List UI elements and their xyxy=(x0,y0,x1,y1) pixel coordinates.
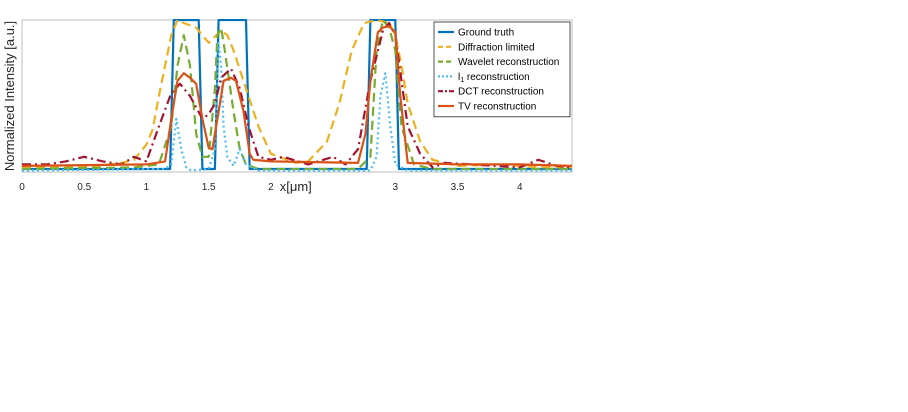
legend-entry-4: DCT reconstruction xyxy=(458,87,544,98)
x-axis-label: x[μm] xyxy=(280,179,312,194)
x-tick-label-3: 1.5 xyxy=(202,182,216,193)
plot-frame xyxy=(21,19,573,173)
x-axis-ticks: 0 0.5 1 1.5 2 3 3.5 4 xyxy=(19,182,523,193)
series-line-5 xyxy=(22,25,572,167)
legend-box xyxy=(433,21,571,118)
legend: Ground truth Diffraction limited Wavelet r… xyxy=(433,21,571,118)
legend-entry-5: TV reconstruction xyxy=(458,102,536,113)
x-tick-label-5: 3 xyxy=(393,182,399,193)
legend-entry-0: Ground truth xyxy=(458,28,514,39)
legend-entry-3: l1 reconstruction xyxy=(458,72,530,84)
plot-area xyxy=(21,19,573,173)
series-line-3 xyxy=(22,41,572,172)
series-line-2 xyxy=(22,19,572,171)
series-line-1 xyxy=(22,19,572,169)
x-tick-label-1: 0.5 xyxy=(77,182,91,193)
series-line-0 xyxy=(22,19,572,171)
x-tick-label-7: 4 xyxy=(517,182,523,193)
x-tick-label-6: 3.5 xyxy=(451,182,465,193)
legend-entry-2: Wavelet reconstruction xyxy=(458,57,559,68)
y-axis-label: Normalized Intensity [a.u.] xyxy=(2,21,17,171)
series-line-4 xyxy=(22,21,572,169)
legend-entry-1: Diffraction limited xyxy=(458,42,535,53)
x-tick-label-2: 1 xyxy=(144,182,150,193)
x-tick-label-0: 0 xyxy=(19,182,25,193)
x-tick-label-4: 2 xyxy=(268,182,274,193)
